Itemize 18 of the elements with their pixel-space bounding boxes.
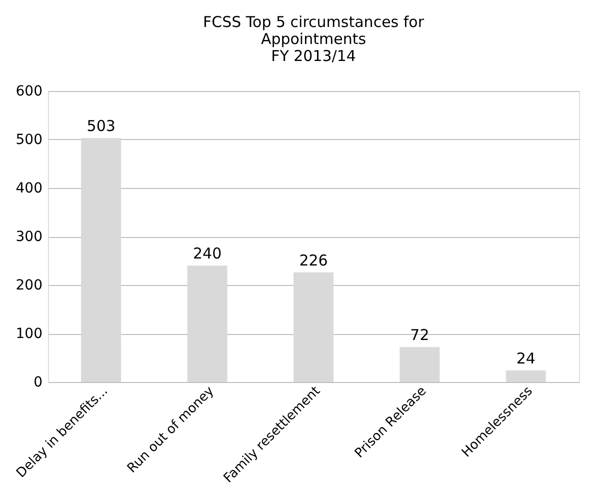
chart-title: FCSS Top 5 circumstances for Appointments FY 2013/14 (202, 13, 425, 65)
y-tick-label: 400 (16, 180, 42, 196)
bar (400, 347, 440, 382)
y-tick-label: 600 (16, 84, 42, 100)
data-label: 240 (192, 244, 222, 263)
y-tick-label: 300 (16, 229, 42, 245)
data-label: 503 (86, 117, 116, 136)
y-tick-label: 500 (16, 132, 42, 148)
data-label: 72 (410, 326, 430, 344)
data-label: 24 (516, 349, 536, 368)
bar (294, 272, 334, 382)
data-label: 226 (299, 251, 328, 270)
bar (506, 370, 546, 382)
y-tick-label: 200 (16, 278, 42, 294)
bar (187, 266, 228, 382)
y-tick-label: 100 (16, 326, 42, 342)
y-tick-label: 0 (34, 374, 42, 390)
bar (81, 138, 122, 382)
